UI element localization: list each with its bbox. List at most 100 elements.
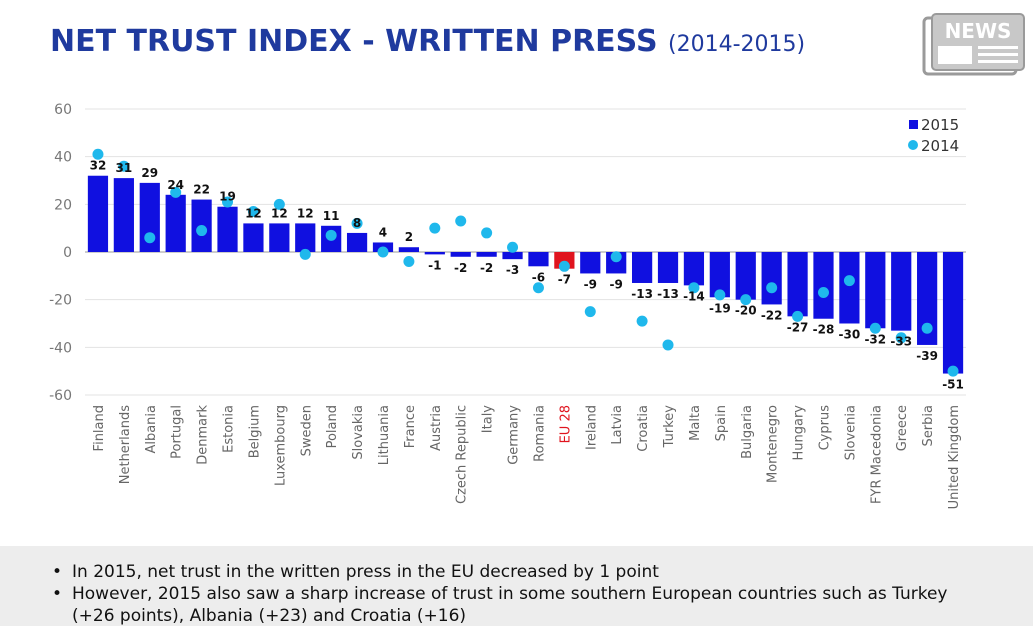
bar — [217, 206, 238, 252]
y-tick-label: 0 — [63, 245, 72, 261]
x-tick-label: Estonia — [222, 405, 237, 453]
x-tick-label: Albania — [144, 405, 159, 454]
bar — [865, 252, 886, 329]
page-title: NET TRUST INDEX - WRITTEN PRESS (2014-20… — [50, 24, 805, 59]
title-main: NET TRUST INDEX - WRITTEN PRESS — [50, 24, 658, 59]
bar-value-label: -9 — [584, 277, 597, 291]
points-2014 — [92, 148, 959, 377]
news-logo-text: NEWS — [945, 19, 1012, 43]
point-2014 — [792, 310, 804, 322]
footer-bullet-2: • However, 2015 also saw a sharp increase… — [52, 584, 948, 626]
x-tick-label: Poland — [325, 405, 340, 448]
bar-value-label: -3 — [506, 263, 519, 277]
bar-value-label: -13 — [657, 287, 679, 301]
bar-value-label: 12 — [297, 206, 314, 220]
bar-value-label: -30 — [839, 328, 861, 342]
x-tick-label: Lithuania — [377, 405, 392, 465]
bar-value-label: -2 — [480, 261, 493, 275]
bar — [295, 223, 316, 252]
bar-value-label: -19 — [709, 301, 731, 315]
point-2014 — [351, 217, 363, 229]
title-years: (2014-2015) — [668, 32, 806, 57]
bar-value-label: -1 — [428, 258, 441, 272]
footer-bullet-1: • In 2015, net trust in the written press… — [52, 562, 659, 582]
x-tick-label: Greece — [895, 405, 910, 451]
point-2014 — [766, 282, 778, 294]
point-2014 — [610, 251, 622, 263]
x-tick-label: Slovenia — [843, 405, 858, 460]
point-2014 — [429, 222, 441, 234]
bar-value-label: -7 — [558, 273, 571, 287]
y-tick-label: -40 — [49, 340, 72, 356]
bar-value-label: -51 — [942, 378, 964, 392]
bar — [269, 223, 290, 252]
point-2014 — [92, 148, 104, 160]
x-tick-label: Romania — [532, 405, 547, 462]
bar-value-label: 12 — [271, 206, 288, 220]
point-2014 — [377, 246, 389, 258]
x-tick-label: France — [403, 405, 418, 448]
bar-value-label: -39 — [916, 349, 938, 363]
bar-value-label: -27 — [787, 320, 809, 334]
x-tick-label: Denmark — [196, 405, 211, 465]
x-tick-label: Italy — [481, 405, 496, 434]
bar-value-label: -13 — [631, 287, 653, 301]
bar — [165, 194, 186, 252]
bar — [476, 252, 497, 257]
bar — [813, 252, 834, 319]
bar — [657, 252, 679, 283]
bar — [346, 232, 368, 252]
point-2014 — [662, 339, 674, 351]
bar-value-label: 31 — [116, 161, 133, 175]
x-tick-label: EU 28 — [558, 405, 573, 443]
point-2014 — [144, 232, 156, 244]
bar — [787, 252, 808, 317]
y-tick-label: -20 — [49, 293, 72, 309]
x-tick-label: Sweden — [299, 405, 314, 456]
bar — [113, 178, 134, 252]
bar — [839, 252, 860, 324]
x-tick-label: Germany — [507, 405, 522, 465]
point-2014 — [118, 160, 130, 172]
point-2014 — [895, 332, 907, 344]
x-tick-label: Serbia — [921, 405, 936, 446]
x-tick-label: Ireland — [584, 405, 599, 450]
bar-value-label: -32 — [864, 332, 886, 346]
y-tick-label: -60 — [49, 388, 72, 404]
bar-value-label: -6 — [532, 270, 545, 284]
bar-value-label: 22 — [193, 183, 210, 197]
bar-value-label: -2 — [454, 261, 467, 275]
bars-2015 — [87, 175, 964, 374]
bar — [398, 247, 420, 252]
bar-value-label: 2 — [405, 230, 413, 244]
point-2014 — [740, 294, 752, 306]
bar-value-label: 19 — [219, 190, 236, 204]
x-tick-label: Belgium — [247, 405, 262, 458]
point-2014 — [869, 322, 881, 334]
x-tick-label: Croatia — [636, 405, 651, 452]
x-tick-label: Netherlands — [118, 405, 133, 484]
x-tick-label: Portugal — [170, 405, 185, 459]
legend-swatch-2014 — [908, 140, 918, 150]
bar-value-label: -14 — [683, 289, 705, 303]
x-tick-label: Slovakia — [351, 405, 366, 460]
bar — [243, 223, 264, 252]
point-2014 — [688, 282, 700, 294]
point-2014 — [170, 186, 182, 198]
point-2014 — [558, 260, 570, 272]
point-2014 — [532, 282, 544, 294]
bar — [891, 252, 912, 331]
y-tick-label: 40 — [54, 150, 72, 166]
point-2014 — [481, 227, 493, 239]
bar-value-label: 4 — [379, 225, 387, 239]
x-tick-label: Cyprus — [817, 405, 832, 451]
news-logo-icon: NEWS — [922, 13, 1025, 76]
bar — [87, 175, 109, 252]
x-tick-label: Finland — [92, 405, 107, 451]
footer-bullet-text-2: However, 2015 also saw a sharp increase … — [72, 584, 948, 626]
x-tick-label: Montenegro — [766, 405, 781, 483]
bar-value-label: 11 — [323, 209, 340, 223]
point-2014 — [843, 275, 855, 287]
x-tick-label: Luxembourg — [273, 405, 288, 486]
